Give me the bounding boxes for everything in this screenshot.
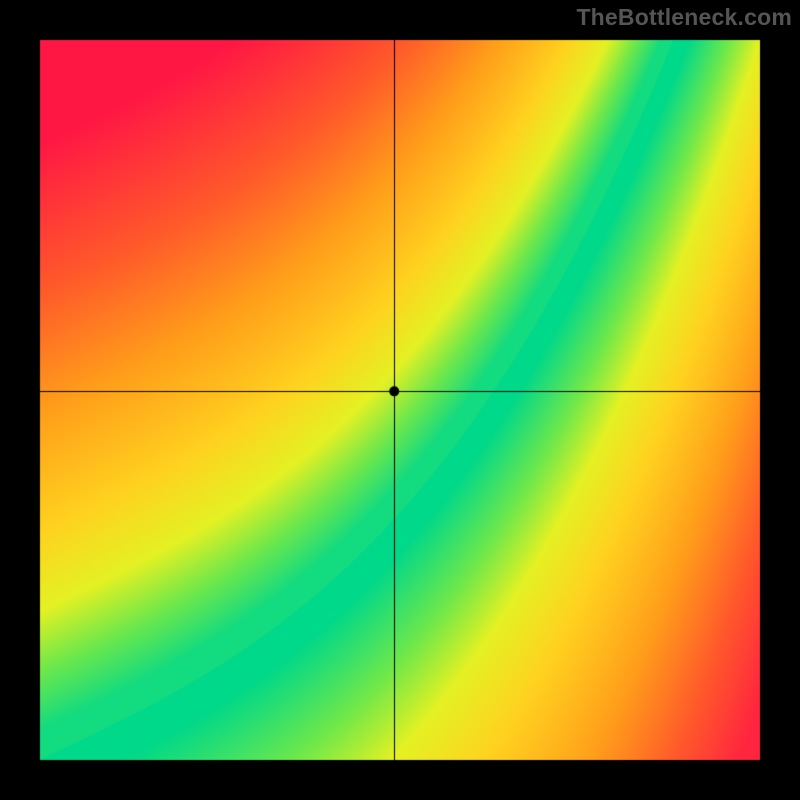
- watermark-text: TheBottleneck.com: [576, 4, 792, 31]
